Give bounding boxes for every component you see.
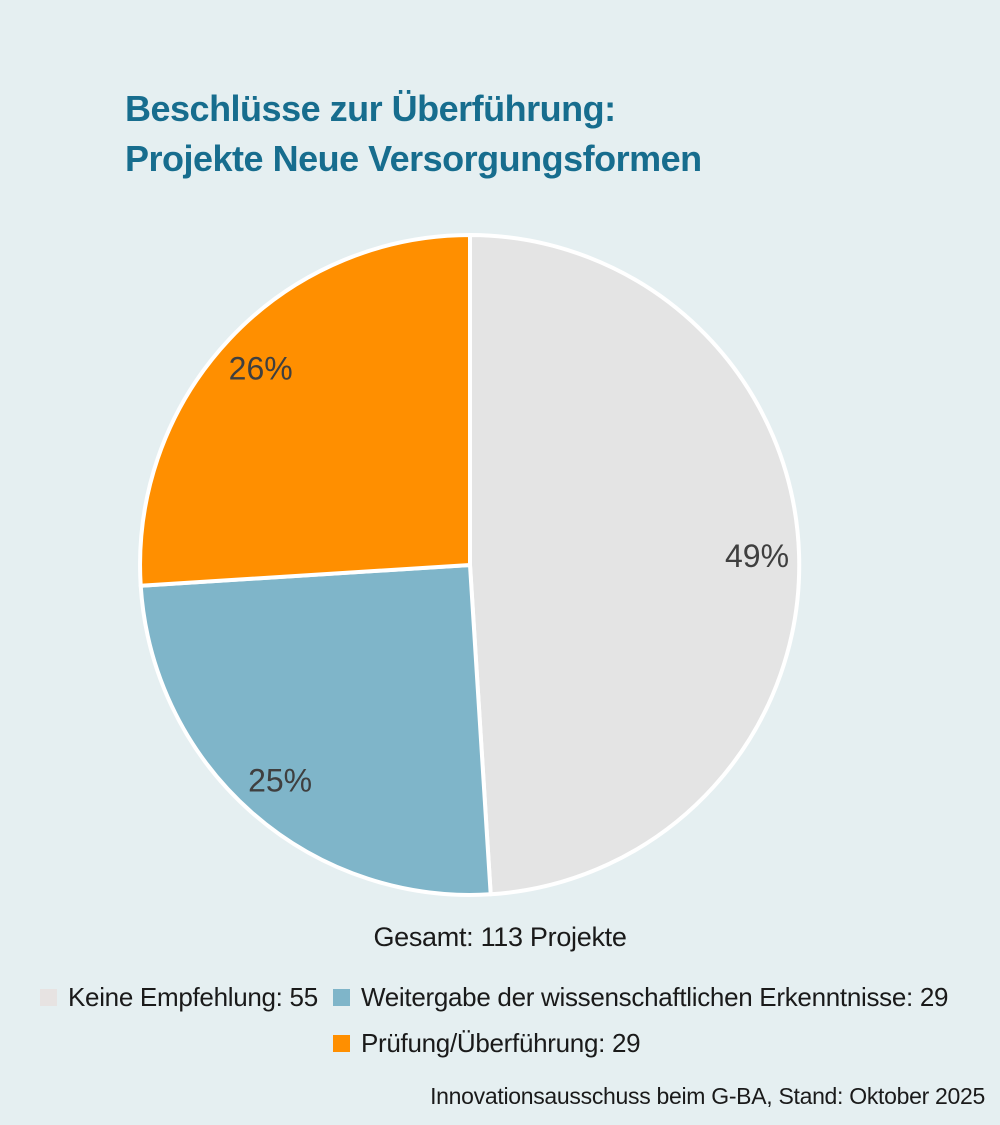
legend-label: Prüfung/Überführung: 29 — [361, 1028, 641, 1058]
legend-item-keine-empfehlung: Keine Empfehlung: 55 — [40, 982, 318, 1013]
pie-slice-percent-label-1: 25% — [248, 762, 312, 798]
chart-title: Beschlüsse zur Überführung: Projekte Neu… — [125, 84, 702, 184]
pie-slice-percent-label-2: 26% — [229, 351, 293, 387]
chart-title-line2: Projekte Neue Versorgungsformen — [125, 138, 702, 179]
pie-slice-2 — [138, 233, 472, 588]
total-label: Gesamt: 113 Projekte — [373, 922, 627, 952]
legend-item-weitergabe: Weitergabe der wissenschaftlichen Erkenn… — [333, 982, 948, 1013]
chart-title-line1: Beschlüsse zur Überführung: — [125, 88, 616, 129]
pie-slice-1 — [138, 563, 493, 897]
source-note: Innovationsausschuss beim G-BA, Stand: O… — [430, 1083, 985, 1109]
legend-item-pruefung-ueberfuehrung: Prüfung/Überführung: 29 — [333, 1028, 641, 1059]
legend-swatch-gray-icon — [40, 989, 57, 1006]
pie-slice-percent-label-0: 49% — [725, 538, 789, 574]
pie-slice-0 — [468, 233, 802, 897]
legend-label: Keine Empfehlung: 55 — [68, 982, 318, 1012]
legend-label: Weitergabe der wissenschaftlichen Erkenn… — [361, 982, 949, 1012]
legend-swatch-orange-icon — [333, 1035, 350, 1052]
legend-swatch-blue-icon — [333, 989, 350, 1006]
